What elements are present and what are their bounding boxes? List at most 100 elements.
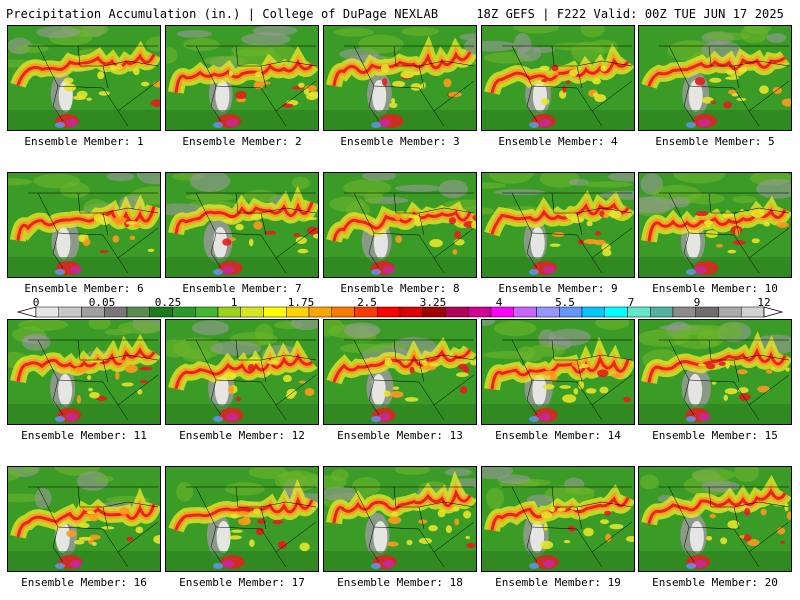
precip-cell (583, 527, 594, 537)
north-patch (362, 173, 397, 181)
colorbar-swatch (217, 306, 241, 318)
precip-cell (298, 82, 305, 88)
south-field (8, 257, 160, 277)
dry-core (530, 227, 545, 259)
colorbar-label: 7 (627, 296, 635, 309)
ensemble-caption: Ensemble Member: 13 (337, 429, 463, 442)
precip-band-heavy (332, 488, 472, 524)
precip-cell (90, 359, 103, 363)
precip-cell (147, 248, 155, 252)
product-title: Precipitation Accumulation (in.) | Colle… (6, 7, 439, 21)
precip-cell (602, 249, 612, 257)
north-patch (394, 184, 441, 192)
ensemble-caption: Ensemble Member: 10 (652, 282, 778, 295)
boundary-line (102, 207, 159, 214)
north-patch (176, 482, 194, 502)
north-patch (513, 26, 560, 34)
precip-cell (738, 387, 749, 394)
ensemble-caption: Ensemble Member: 7 (182, 282, 302, 295)
north-patch (21, 333, 51, 351)
precip-cell (609, 523, 624, 530)
colorbar-swatch (58, 306, 82, 318)
precip-map-15 (639, 320, 791, 424)
gulf-precip-peak (55, 122, 65, 128)
ensemble-panel-19 (481, 466, 635, 572)
north-patch (639, 329, 690, 347)
precip-cell (599, 210, 605, 217)
colorbar-label: 1.75 (287, 296, 315, 309)
precip-cell (551, 232, 565, 237)
gulf-precip-peak (213, 122, 223, 128)
precip-cell (784, 503, 789, 512)
dry-core (58, 374, 73, 406)
colorbar-swatch (308, 306, 332, 318)
precip-cell (89, 391, 100, 399)
precip-cell (140, 81, 150, 87)
precip-band-heavy (174, 201, 314, 234)
precip-cell (600, 65, 607, 72)
colorbar-swatch (718, 306, 742, 318)
precip-cell (99, 250, 109, 254)
north-patch (185, 193, 237, 201)
gulf-precip-core (226, 119, 239, 127)
dry-core (216, 521, 231, 553)
precip-cell (235, 91, 247, 100)
gulf-precip-peak (529, 269, 539, 275)
boundary-line (275, 551, 287, 568)
precip-cell (599, 386, 609, 394)
precip-cell (563, 540, 571, 544)
precip-cell (578, 380, 585, 390)
gulf-precip-peak (529, 122, 539, 128)
precip-cell (86, 97, 92, 101)
gulf-precip-core (382, 560, 395, 568)
north-patch (444, 468, 473, 477)
precip-cell (540, 540, 554, 550)
south-field (482, 257, 634, 277)
north-patch (394, 467, 431, 475)
precip-cell (770, 366, 776, 371)
boundary-line (393, 339, 425, 383)
boundary-line (260, 501, 317, 508)
precip-cell (383, 390, 391, 397)
gulf-precip-core (694, 560, 707, 568)
north-patch (548, 328, 591, 346)
colorbar-swatch (490, 306, 514, 318)
dry-core (372, 80, 387, 112)
precip-cell (392, 213, 403, 219)
precip-map-1 (8, 26, 160, 130)
ensemble-panel-15 (638, 319, 792, 425)
colorbar-swatch (331, 306, 355, 318)
ensemble-caption: Ensemble Member: 9 (498, 282, 618, 295)
precip-cell (228, 70, 234, 77)
boundary-line (235, 486, 267, 530)
precip-cell (112, 235, 120, 243)
precip-cell (571, 360, 582, 368)
precip-cell (384, 357, 393, 366)
precip-cell (727, 520, 740, 529)
north-patch (539, 173, 580, 188)
boundary-line (260, 60, 317, 67)
precip-cell (715, 243, 724, 248)
precip-cell (776, 221, 789, 228)
precip-cell (282, 374, 292, 383)
north-patch (438, 179, 468, 199)
south-field (639, 551, 791, 571)
boundary-line (576, 60, 633, 67)
north-patch (486, 487, 505, 510)
gulf-precip-core (539, 119, 552, 127)
gulf-precip-peak (686, 269, 696, 275)
precip-cell (256, 519, 266, 524)
north-patch (482, 182, 506, 189)
colorbar-swatch (149, 306, 173, 318)
precip-cell (772, 86, 783, 94)
north-patch (640, 474, 659, 490)
precip-map-20 (639, 467, 791, 571)
boundary-line (418, 501, 475, 508)
dry-core (688, 80, 703, 112)
colorbar-swatch (445, 306, 469, 318)
colorbar-swatch (354, 306, 378, 318)
precip-cell (454, 518, 460, 526)
precip-cell (551, 64, 559, 72)
precip-cell (751, 209, 765, 218)
colorbar-swatch (468, 306, 492, 318)
